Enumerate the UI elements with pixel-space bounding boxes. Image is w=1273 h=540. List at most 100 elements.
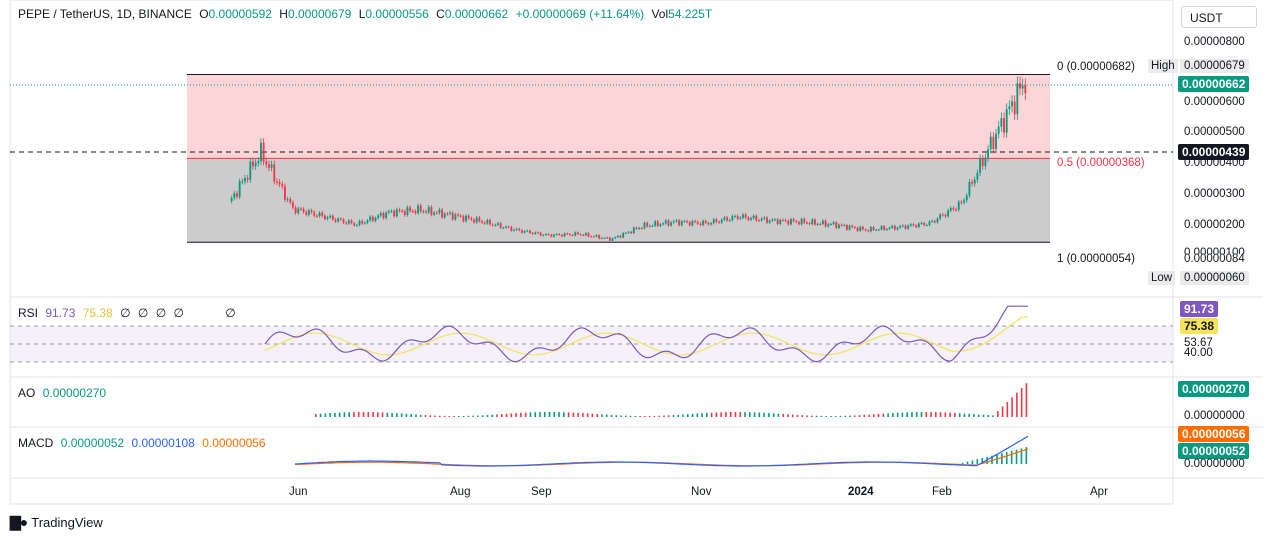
candle-body-225 <box>827 224 830 227</box>
candle-body-19 <box>278 181 281 185</box>
ao-bar-264 <box>944 412 947 417</box>
candle-body-233 <box>848 225 851 230</box>
candle-body-287 <box>992 136 995 149</box>
candle-body-204 <box>771 219 774 221</box>
ao-bar-294 <box>1016 392 1018 417</box>
candle-body-139 <box>598 235 601 239</box>
rsi-na-2: ∅ <box>137 306 149 320</box>
candle-body-71 <box>417 205 420 214</box>
candle-body-277 <box>965 195 968 201</box>
candle-body-186 <box>723 217 726 220</box>
candle-body-179 <box>704 220 707 223</box>
price-label-200: 0.00000200 <box>1184 219 1245 231</box>
candle-body-283 <box>981 158 984 166</box>
candle-body-49 <box>358 220 361 226</box>
candle-body-249 <box>891 225 894 228</box>
ao-bar-76 <box>496 414 498 417</box>
ao-bar-108 <box>572 412 575 417</box>
candle-body-244 <box>877 229 880 231</box>
macd-label[interactable]: MACD <box>18 436 54 450</box>
ao-bar-242 <box>892 413 894 417</box>
candle-body-192 <box>739 217 742 219</box>
candle-body-27 <box>299 208 302 210</box>
candle-body-28 <box>302 208 305 212</box>
high-value: 0.00000679 <box>287 7 352 21</box>
ao-bar-228 <box>858 415 861 417</box>
macd-hist-value: 0.00000052 <box>60 436 125 450</box>
candle-body-278 <box>968 182 971 196</box>
candle-body-155 <box>640 227 643 229</box>
ao-bar-288 <box>1001 406 1004 417</box>
candle-body-223 <box>821 220 824 224</box>
candle-body-240 <box>867 230 870 232</box>
price-label-100: 0.00000100 <box>1184 247 1245 254</box>
ao-bar-130 <box>625 415 627 417</box>
macd-hist-bar-290 <box>1005 452 1008 464</box>
ao-bar-60 <box>458 415 460 417</box>
ao-bar-276 <box>973 414 975 417</box>
ao-bar-118 <box>596 414 598 417</box>
candle-body-138 <box>595 235 598 237</box>
time-label-2024: 2024 <box>848 486 874 498</box>
ao-bar-234 <box>873 414 875 417</box>
candle-body-25 <box>294 207 297 214</box>
candle-body-68 <box>409 207 412 211</box>
candle-body-250 <box>893 225 896 230</box>
close-value: 0.00000662 <box>444 7 509 21</box>
ao-bar-36 <box>400 413 403 417</box>
ao-bar-78 <box>501 414 503 417</box>
candle-body-178 <box>702 220 705 225</box>
ao-bar-122 <box>605 414 608 417</box>
candle-body-112 <box>526 230 529 232</box>
currency-button[interactable]: USDT <box>1181 6 1257 28</box>
tradingview-logo[interactable]: ▇● TradingView <box>10 514 103 531</box>
ao-bar-160 <box>696 413 699 417</box>
ao-bar-214 <box>825 415 827 417</box>
candle-body-269 <box>944 215 947 217</box>
ao-bar-58 <box>453 415 455 417</box>
candle-body-282 <box>979 158 981 173</box>
candle-body-215 <box>800 218 803 225</box>
price-label-600: 0.00000600 <box>1184 96 1245 108</box>
symbol-title[interactable]: PEPE / TetherUS, 1D, BINANCE <box>18 7 192 21</box>
candle-body-61 <box>390 210 393 212</box>
open-label: O <box>199 7 209 21</box>
candle-body-280 <box>973 179 976 184</box>
ao-bar-98 <box>548 412 551 417</box>
rsi-na-1: ∅ <box>120 306 131 320</box>
candle-body-133 <box>582 234 585 236</box>
candle-body-79 <box>438 209 441 213</box>
candle-body-32 <box>313 212 316 216</box>
candle-body-34 <box>318 212 321 217</box>
vol-value: 54.225T <box>668 7 713 21</box>
candle-body-256 <box>909 224 912 226</box>
rsi-ma-tag: 75.38 <box>1180 318 1219 334</box>
candle-body-73 <box>422 211 425 213</box>
candle-body-129 <box>571 234 574 236</box>
ao-bar-292 <box>1011 397 1013 417</box>
candle-body-110 <box>521 230 523 233</box>
candle-body-76 <box>430 206 433 215</box>
candle-body-132 <box>579 234 582 236</box>
candle-body-7 <box>246 178 249 180</box>
candle-body-116 <box>537 232 539 234</box>
candle-body-10 <box>254 162 257 167</box>
candle-body-122 <box>552 234 555 237</box>
ao-label[interactable]: AO <box>18 386 36 400</box>
ao-axis-zero: 0.00000000 <box>1184 410 1245 422</box>
ao-value-tag: 0.00000270 <box>1178 381 1250 397</box>
candle-body-160 <box>654 221 657 226</box>
candle-body-96 <box>483 222 486 224</box>
ao-bar-116 <box>591 413 594 417</box>
crosshair-price-tag: 0.00000439 <box>1178 144 1250 160</box>
candle-body-216 <box>803 218 806 223</box>
candle-body-26 <box>297 208 300 214</box>
rsi-label[interactable]: RSI <box>18 306 39 320</box>
high-tag-label: High <box>1148 59 1178 73</box>
candle-body-33 <box>315 215 318 217</box>
candle-body-247 <box>885 228 888 230</box>
ao-bar-250 <box>911 412 913 417</box>
candle-body-157 <box>646 222 649 227</box>
ao-bar-62 <box>462 415 465 417</box>
